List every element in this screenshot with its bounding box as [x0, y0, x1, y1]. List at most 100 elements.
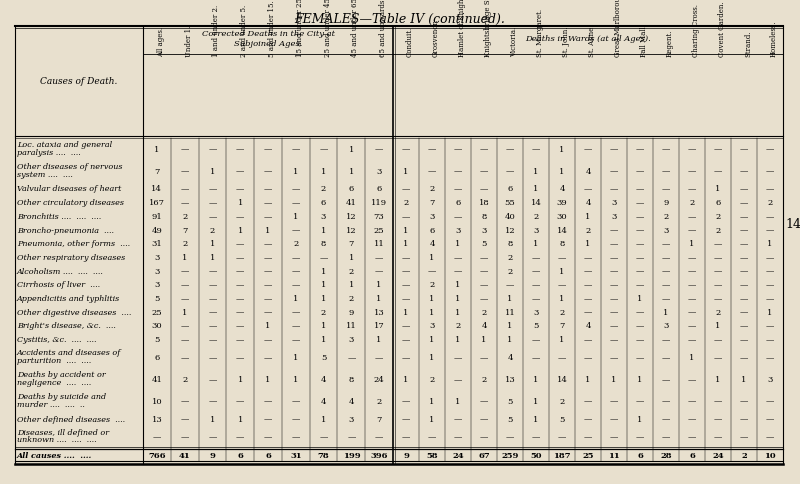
Text: —: —	[584, 254, 592, 261]
Text: —: —	[558, 433, 566, 440]
Text: —: —	[636, 267, 644, 275]
Text: —: —	[662, 335, 670, 344]
Text: —: —	[740, 335, 748, 344]
Text: 1: 1	[403, 375, 409, 383]
Text: 1: 1	[559, 267, 565, 275]
Text: 5: 5	[154, 335, 159, 344]
Text: 1: 1	[266, 226, 270, 234]
Text: —: —	[584, 433, 592, 440]
Text: —: —	[480, 415, 488, 423]
Text: —: —	[610, 433, 618, 440]
Text: —: —	[610, 281, 618, 289]
Text: 1: 1	[349, 254, 354, 261]
Text: 4: 4	[507, 353, 513, 361]
Text: —: —	[584, 146, 592, 153]
Text: —: —	[740, 267, 748, 275]
Text: 1: 1	[349, 281, 354, 289]
Text: —: —	[402, 267, 410, 275]
Text: —: —	[688, 281, 696, 289]
Text: —: —	[208, 212, 217, 220]
Text: —: —	[766, 397, 774, 405]
Text: —: —	[402, 146, 410, 153]
Text: —: —	[610, 397, 618, 405]
Text: system ....  ....: system .... ....	[17, 170, 73, 178]
Text: Hamlet of Knightsbridge.: Hamlet of Knightsbridge.	[458, 0, 466, 57]
Text: 1: 1	[321, 415, 326, 423]
Text: 1: 1	[482, 335, 486, 344]
Text: —: —	[264, 199, 272, 207]
Text: —: —	[584, 185, 592, 193]
Text: —: —	[766, 212, 774, 220]
Text: 65 and upwards.: 65 and upwards.	[379, 0, 387, 57]
Text: 766: 766	[148, 451, 166, 459]
Text: —: —	[558, 353, 566, 361]
Text: Alcoholism ....  ....  ....: Alcoholism .... .... ....	[17, 267, 104, 275]
Text: 2: 2	[349, 267, 354, 275]
Text: —: —	[688, 226, 696, 234]
Text: 7: 7	[430, 199, 434, 207]
Text: 4: 4	[586, 167, 590, 175]
Text: —: —	[181, 281, 189, 289]
Text: 2: 2	[182, 212, 187, 220]
Text: 17: 17	[374, 322, 385, 330]
Text: Causes of Death.: Causes of Death.	[40, 77, 118, 86]
Text: —: —	[610, 167, 618, 175]
Text: —: —	[740, 281, 748, 289]
Text: 3: 3	[321, 212, 326, 220]
Text: 2: 2	[430, 375, 434, 383]
Text: 259: 259	[502, 451, 518, 459]
Text: —: —	[208, 397, 217, 405]
Text: —: —	[506, 167, 514, 175]
Text: —: —	[688, 375, 696, 383]
Text: 15 and under 25.: 15 and under 25.	[296, 0, 304, 57]
Text: —: —	[558, 254, 566, 261]
Text: 1: 1	[663, 308, 669, 316]
Text: —: —	[181, 267, 189, 275]
Text: —: —	[766, 254, 774, 261]
Text: —: —	[532, 281, 540, 289]
Text: —: —	[610, 226, 618, 234]
Text: —: —	[480, 397, 488, 405]
Text: —: —	[532, 353, 540, 361]
Text: 55: 55	[505, 199, 515, 207]
Text: 5: 5	[321, 353, 326, 361]
Text: —: —	[264, 146, 272, 153]
Text: 2: 2	[534, 212, 538, 220]
Text: —: —	[319, 433, 328, 440]
Text: —: —	[636, 185, 644, 193]
Text: 40: 40	[505, 212, 515, 220]
Text: —: —	[375, 433, 383, 440]
Text: 6: 6	[321, 199, 326, 207]
Text: —: —	[688, 397, 696, 405]
Text: —: —	[636, 254, 644, 261]
Text: —: —	[428, 267, 436, 275]
Text: 6: 6	[715, 199, 721, 207]
Text: —: —	[264, 185, 272, 193]
Text: —: —	[610, 267, 618, 275]
Text: —: —	[480, 167, 488, 175]
Text: 2: 2	[377, 397, 382, 405]
Text: 1: 1	[293, 294, 298, 302]
Text: 41: 41	[346, 199, 357, 207]
Text: —: —	[584, 353, 592, 361]
Text: 5: 5	[482, 240, 486, 248]
Text: 13: 13	[151, 415, 162, 423]
Text: All causes ....  ....: All causes .... ....	[17, 451, 92, 459]
Text: —: —	[480, 353, 488, 361]
Text: —: —	[610, 254, 618, 261]
Text: Other respiratory diseases: Other respiratory diseases	[17, 254, 126, 261]
Text: —: —	[375, 146, 383, 153]
Text: —: —	[236, 353, 245, 361]
Text: —: —	[688, 415, 696, 423]
Text: —: —	[766, 335, 774, 344]
Text: —: —	[740, 167, 748, 175]
Text: 12: 12	[346, 212, 357, 220]
Text: —: —	[636, 240, 644, 248]
Text: 1: 1	[586, 375, 590, 383]
Text: 4: 4	[430, 240, 434, 248]
Text: Regent.: Regent.	[666, 30, 674, 57]
Text: 11: 11	[374, 240, 385, 248]
Text: 18: 18	[478, 199, 490, 207]
Text: —: —	[740, 322, 748, 330]
Text: —: —	[688, 322, 696, 330]
